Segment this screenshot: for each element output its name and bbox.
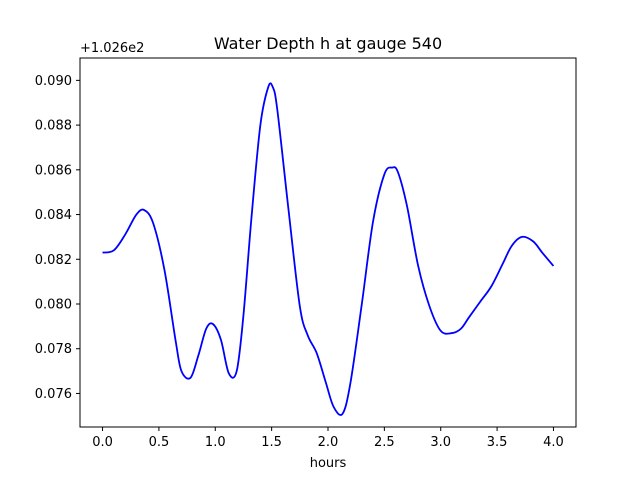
- y-tick-label: 0.078: [35, 342, 72, 357]
- y-axis-offset-text: +1.026e2: [80, 41, 144, 56]
- y-tick-label: 0.084: [35, 208, 72, 223]
- x-tick-label: 2.5: [374, 435, 395, 450]
- y-tick-label: 0.088: [35, 119, 72, 134]
- x-tick-label: 2.0: [318, 435, 339, 450]
- x-tick-label: 1.0: [205, 435, 226, 450]
- x-axis-label: hours: [310, 456, 347, 471]
- series-line: [102, 82, 555, 416]
- x-axis: 0.0 0.5 1.0 1.5 2.0 2.5 3.0 3.5 4.0: [92, 427, 564, 450]
- series-group: [102, 82, 555, 416]
- x-tick-label: 0.0: [92, 435, 113, 450]
- y-tick-label: 0.082: [35, 253, 72, 268]
- y-axis: 0.076 0.078 0.080 0.082 0.084 0.086 0.088 0.090: [35, 74, 80, 402]
- y-tick-label: 0.086: [35, 163, 72, 178]
- x-tick-label: 3.0: [430, 435, 451, 450]
- chart-title: Water Depth h at gauge 540: [214, 34, 442, 53]
- x-tick-label: 4.0: [543, 435, 564, 450]
- y-tick-label: 0.090: [35, 74, 72, 89]
- x-tick-label: 1.5: [261, 435, 282, 450]
- y-tick-label: 0.080: [35, 298, 72, 313]
- x-tick-label: 3.5: [487, 435, 508, 450]
- y-tick-label: 0.076: [35, 387, 72, 402]
- x-tick-label: 0.5: [149, 435, 170, 450]
